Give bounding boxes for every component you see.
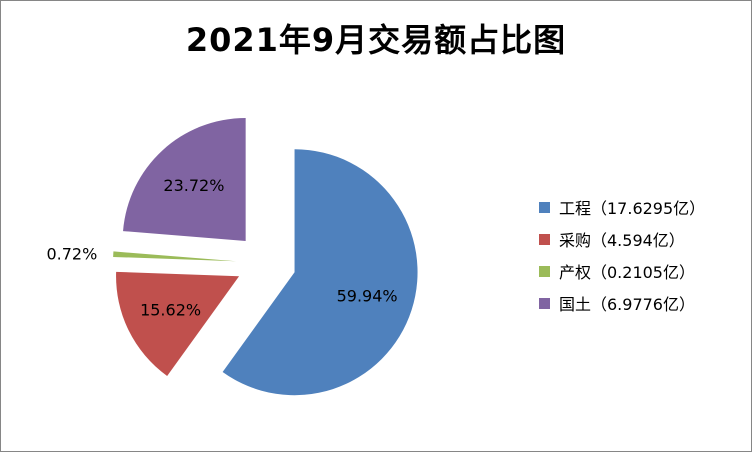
- legend-item-caigou: 采购（4.594亿）: [539, 223, 705, 255]
- legend-item-gongcheng: 工程（17.6295亿）: [539, 191, 705, 223]
- legend-swatch: [539, 201, 550, 213]
- slice-chanquan: [113, 251, 237, 262]
- legend-label: 采购（4.594亿）: [559, 231, 685, 250]
- legend-label: 工程（17.6295亿）: [559, 199, 706, 218]
- slice-label-caigou: 15.62%: [140, 301, 201, 320]
- chart-title: 2021年9月交易额占比图: [185, 21, 567, 59]
- legend-swatch: [539, 233, 550, 245]
- legend-item-chanquan: 产权（0.2105亿）: [539, 255, 705, 287]
- legend-swatch: [539, 297, 550, 309]
- slice-label-guotu: 23.72%: [163, 176, 224, 195]
- legend-label: 国土（6.9776亿）: [559, 295, 695, 314]
- slice-label-chanquan: 0.72%: [46, 245, 97, 264]
- slice-label-gongcheng: 59.94%: [337, 287, 398, 306]
- legend-swatch: [539, 265, 550, 277]
- legend-label: 产权（0.2105亿）: [559, 263, 695, 282]
- slice-guotu: [123, 117, 246, 241]
- legend: 工程（17.6295亿） 采购（4.594亿） 产权（0.2105亿） 国土（6…: [539, 191, 705, 319]
- slice-gongcheng: [222, 149, 418, 396]
- legend-item-guotu: 国土（6.9776亿）: [539, 287, 705, 319]
- slice-caigou: [116, 271, 240, 376]
